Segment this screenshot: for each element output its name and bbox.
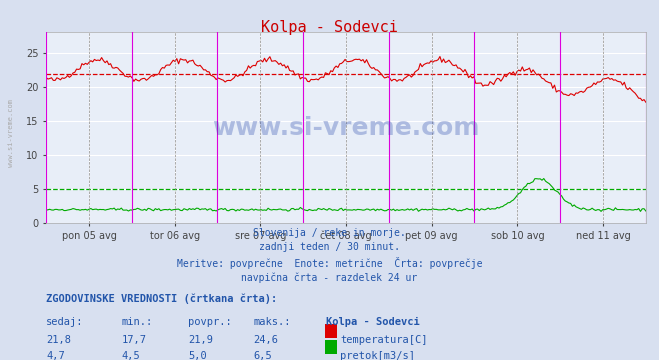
Text: 6,5: 6,5 bbox=[254, 351, 272, 360]
Text: temperatura[C]: temperatura[C] bbox=[340, 335, 428, 345]
Text: povpr.:: povpr.: bbox=[188, 317, 231, 327]
Text: 24,6: 24,6 bbox=[254, 335, 279, 345]
Text: www.si-vreme.com: www.si-vreme.com bbox=[8, 99, 14, 167]
Text: 5,0: 5,0 bbox=[188, 351, 206, 360]
Text: Kolpa - Sodevci: Kolpa - Sodevci bbox=[261, 20, 398, 35]
Text: 17,7: 17,7 bbox=[122, 335, 147, 345]
Text: 21,9: 21,9 bbox=[188, 335, 213, 345]
Text: maks.:: maks.: bbox=[254, 317, 291, 327]
Text: 4,5: 4,5 bbox=[122, 351, 140, 360]
Text: Kolpa - Sodevci: Kolpa - Sodevci bbox=[326, 317, 420, 327]
Text: sedaj:: sedaj: bbox=[46, 317, 84, 327]
Text: min.:: min.: bbox=[122, 317, 153, 327]
Text: pretok[m3/s]: pretok[m3/s] bbox=[340, 351, 415, 360]
Text: ZGODOVINSKE VREDNOSTI (črtkana črta):: ZGODOVINSKE VREDNOSTI (črtkana črta): bbox=[46, 293, 277, 304]
Text: 21,8: 21,8 bbox=[46, 335, 71, 345]
Text: Slovenija / reke in morje.
zadnji teden / 30 minut.
Meritve: povprečne  Enote: m: Slovenija / reke in morje. zadnji teden … bbox=[177, 228, 482, 283]
Text: www.si-vreme.com: www.si-vreme.com bbox=[212, 116, 480, 140]
Text: 4,7: 4,7 bbox=[46, 351, 65, 360]
